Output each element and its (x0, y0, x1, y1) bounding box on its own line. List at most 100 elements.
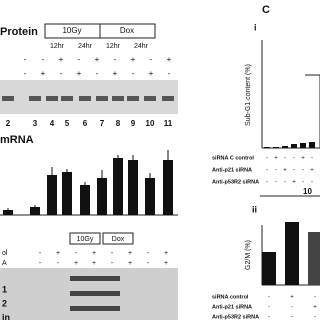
subpanel-label: ii (252, 204, 257, 214)
lane-number: 6 (83, 119, 88, 128)
band (79, 96, 91, 101)
sign: + (56, 250, 60, 257)
row-label: Anti-p53R2 siRNA (212, 179, 259, 185)
sign: - (314, 315, 316, 320)
sign: - (111, 250, 114, 257)
band (96, 96, 108, 101)
bar (47, 175, 57, 215)
band (70, 291, 120, 296)
sign: - (24, 69, 27, 78)
panel-title: Protein (0, 26, 38, 38)
sign: + (77, 69, 82, 78)
bar (309, 142, 315, 148)
row-label: Anti-p53R2 siRNA (212, 314, 259, 320)
bar (80, 185, 90, 215)
band (112, 96, 124, 101)
sign: - (147, 250, 150, 257)
sign: + (92, 260, 96, 267)
band (29, 96, 41, 101)
sign: - (75, 250, 78, 257)
panel-title: mRNA (0, 134, 34, 146)
lane-number: 2 (6, 119, 11, 128)
sign: - (275, 168, 277, 174)
bar (291, 144, 297, 148)
footer-label: 10 (303, 187, 312, 196)
sign: - (266, 180, 268, 186)
band (2, 96, 14, 101)
sign: - (78, 55, 81, 64)
sign: - (111, 260, 114, 267)
band (127, 96, 139, 101)
sign: - (284, 156, 286, 162)
sign: - (291, 315, 293, 320)
group-label: Dox (120, 26, 134, 35)
bar (273, 147, 279, 148)
row-label: siRNA control (212, 294, 249, 300)
sign: + (95, 55, 100, 64)
sign: + (274, 156, 278, 162)
blot-label: 1 (2, 284, 7, 294)
sign: - (302, 180, 304, 186)
sign: - (268, 305, 270, 311)
sign: - (168, 69, 171, 78)
sign: - (268, 295, 270, 301)
sign: - (293, 168, 295, 174)
sign: - (57, 260, 60, 267)
row-label: Anti-p21 siRNA (212, 167, 252, 173)
sign: + (301, 156, 305, 162)
band (144, 96, 156, 101)
sign: + (41, 69, 46, 78)
sign: - (266, 156, 268, 162)
sign: + (283, 168, 287, 174)
bar (262, 252, 276, 285)
sign: - (293, 156, 295, 162)
sign: + (92, 250, 96, 257)
time-label: 24hr (78, 43, 93, 50)
row-label: Anti-p21 siRNA (212, 304, 252, 310)
bar (97, 178, 107, 215)
sign: + (59, 55, 64, 64)
bar (145, 178, 155, 215)
sign: - (311, 180, 313, 186)
group-label: 10Gy (77, 236, 94, 243)
panel-label: C (262, 4, 270, 16)
sign: - (42, 55, 45, 64)
group-box (102, 232, 134, 245)
sign: - (60, 69, 63, 78)
sign: - (132, 69, 135, 78)
sign: + (74, 260, 78, 267)
sign: - (291, 305, 293, 311)
group-label: Dox (112, 236, 125, 243)
group-box (69, 232, 101, 245)
lane-number: 5 (65, 119, 70, 128)
bar (128, 160, 138, 215)
blot-label: 2 (2, 298, 7, 308)
bar (3, 210, 13, 215)
sign: - (275, 180, 277, 186)
sign: - (268, 315, 270, 320)
sign: + (113, 69, 118, 78)
band (70, 306, 120, 311)
sign: - (311, 156, 313, 162)
lane-number: 3 (33, 119, 38, 128)
sign: - (39, 260, 42, 267)
group-box (99, 23, 156, 39)
group-label: 10Gy (62, 26, 81, 35)
sign: + (313, 305, 317, 311)
bracket (305, 74, 320, 148)
sign: + (128, 250, 132, 257)
sign: - (24, 55, 27, 64)
sign: - (302, 168, 304, 174)
band (162, 96, 174, 101)
sign: + (149, 69, 154, 78)
sign: + (310, 168, 314, 174)
sign: - (284, 180, 286, 186)
bar (308, 232, 320, 285)
lane-number: 8 (116, 119, 121, 128)
subpanel-label: i (254, 22, 257, 32)
sign: - (314, 295, 316, 301)
sign: + (167, 55, 172, 64)
time-label: 12hr (106, 43, 121, 50)
sign: + (290, 295, 294, 301)
bar (264, 147, 270, 148)
